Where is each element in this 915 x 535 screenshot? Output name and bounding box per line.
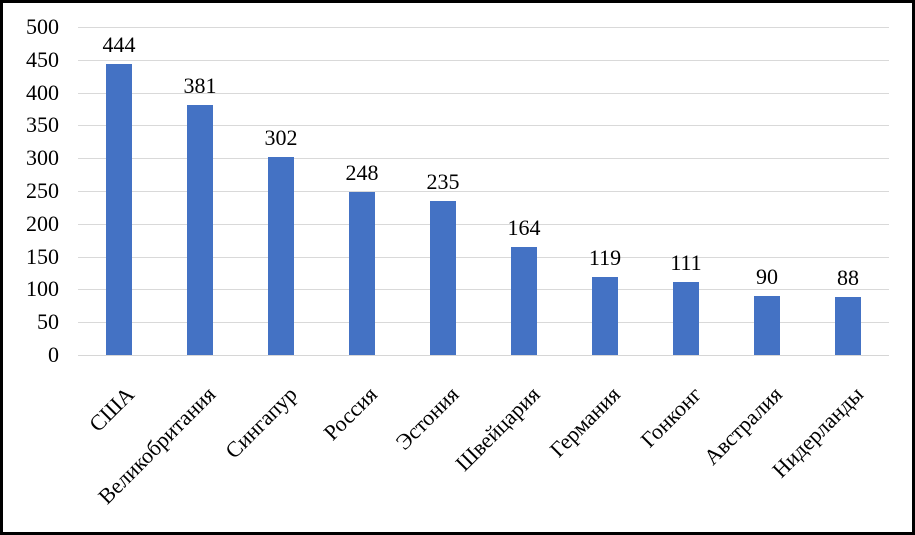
y-gridline — [78, 257, 889, 258]
bar-value-label: 381 — [183, 73, 217, 98]
x-axis-category-label: Гонконг — [635, 381, 707, 453]
y-gridline — [78, 224, 889, 225]
y-gridline — [78, 289, 889, 290]
x-axis-category-label: Австралия — [699, 381, 788, 470]
y-axis-tick-label: 0 — [48, 342, 59, 367]
data-bar — [754, 296, 780, 355]
y-axis-tick-label: 100 — [26, 276, 59, 301]
y-axis-tick-label: 400 — [26, 80, 59, 105]
data-bar — [268, 157, 294, 355]
bar-value-label: 164 — [507, 215, 541, 240]
y-axis-tick-label: 500 — [26, 14, 59, 39]
data-bar — [430, 201, 456, 355]
x-axis-category-label: Россия — [318, 381, 383, 445]
y-axis-tick-label: 50 — [37, 309, 59, 334]
x-axis-category-label: Германия — [544, 381, 626, 462]
data-bar — [835, 297, 861, 355]
y-gridline — [78, 191, 889, 192]
bar-value-label: 111 — [670, 250, 702, 275]
y-axis-tick-label: 250 — [26, 178, 59, 203]
y-gridline — [78, 27, 889, 28]
bar-value-label: 302 — [264, 125, 298, 150]
bar-value-label: 90 — [756, 264, 778, 289]
x-axis-category-label: Сингапур — [219, 381, 302, 464]
data-bar — [592, 277, 618, 355]
y-axis-tick-label: 450 — [26, 47, 59, 72]
bar-value-label: 235 — [426, 169, 460, 194]
data-bar — [349, 192, 375, 355]
data-bar — [673, 282, 699, 355]
data-bar — [187, 105, 213, 355]
y-gridline — [78, 60, 889, 61]
x-axis-category-label: Швейцария — [449, 381, 545, 476]
x-axis-category-label: США — [84, 381, 140, 437]
y-axis-tick-label: 350 — [26, 112, 59, 137]
bar-value-label: 88 — [837, 265, 859, 290]
y-gridline — [78, 125, 889, 126]
y-axis-tick-label: 300 — [26, 145, 59, 170]
y-gridline — [78, 322, 889, 323]
bar-value-label: 119 — [588, 245, 622, 270]
bar-value-label: 444 — [102, 32, 136, 57]
x-axis-line — [78, 355, 889, 356]
y-axis-tick-label: 150 — [26, 244, 59, 269]
y-gridline — [78, 93, 889, 94]
data-bar — [511, 247, 537, 355]
y-gridline — [78, 158, 889, 159]
bar-value-label: 248 — [345, 160, 379, 185]
y-axis-tick-label: 200 — [26, 211, 59, 236]
x-axis-category-label: Эстония — [390, 381, 464, 455]
data-bar — [106, 64, 132, 355]
